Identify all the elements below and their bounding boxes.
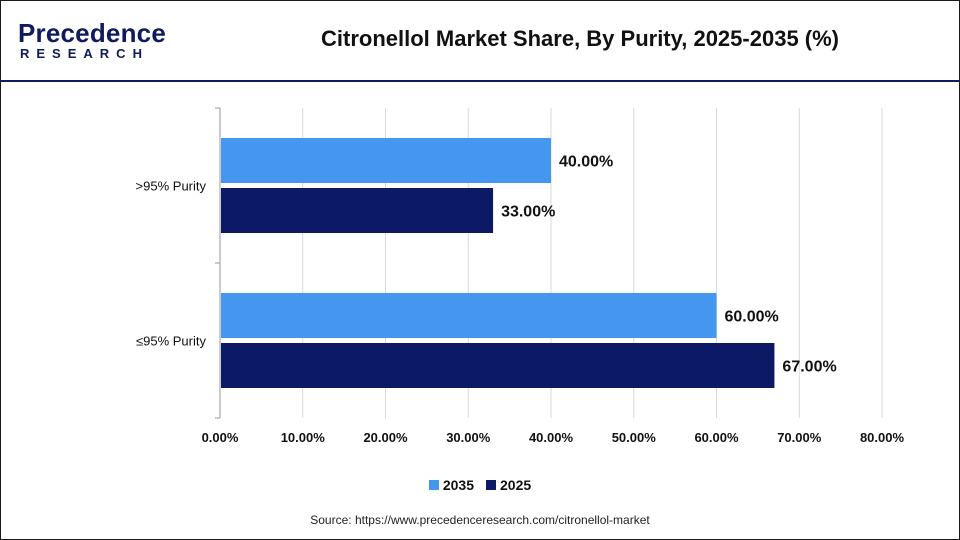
bar-2035 (221, 293, 717, 338)
x-tick-label: 30.00% (446, 430, 491, 445)
bar-chart: 0.00% 10.00% 20.00% 30.00% 40.00% 50.00% 60.00… (136, 107, 905, 446)
x-tick-label: 60.00% (694, 430, 739, 445)
source-note: Source: https://www.precedenceresearch.c… (310, 513, 650, 527)
chart-title: Citronellol Market Share, By Purity, 202… (321, 26, 839, 51)
data-label: 67.00% (782, 359, 836, 376)
x-tick-label: 80.00% (860, 430, 905, 445)
bar-2035 (221, 138, 551, 183)
data-label: 33.00% (501, 204, 555, 221)
legend-label-2035: 2035 (442, 477, 474, 493)
legend-swatch-2035 (428, 480, 439, 490)
data-label: 60.00% (725, 309, 779, 326)
x-tick-label: 10.00% (281, 430, 326, 445)
y-category-label: ≤95% Purity (136, 334, 206, 349)
legend-item-2035: 2035 (428, 477, 474, 493)
labels: 0.00% 10.00% 20.00% 30.00% 40.00% 50.00% 60.00… (136, 154, 905, 446)
axes (215, 107, 221, 419)
x-tick-label: 50.00% (612, 430, 657, 445)
brand-logo: Precedence RESEARCH (18, 18, 178, 64)
data-label: 40.00% (559, 154, 613, 171)
header: Precedence RESEARCH Citronellol Market S… (0, 0, 960, 82)
x-tick-label: 0.00% (202, 430, 239, 445)
x-tick-label: 20.00% (363, 430, 408, 445)
legend-swatch-2025 (486, 480, 496, 490)
bar-2025 (221, 343, 775, 388)
legend-item-2025: 2025 (486, 477, 531, 493)
bars (221, 138, 775, 388)
logo-subtext: RESEARCH (20, 46, 149, 61)
y-category-label: >95% Purity (136, 179, 207, 194)
x-tick-label: 40.00% (529, 430, 574, 445)
legend-label-2025: 2025 (500, 477, 532, 493)
logo-text: Precedence (18, 18, 166, 48)
legend: 2035 2025 (0, 477, 960, 493)
x-tick-label: 70.00% (777, 430, 822, 445)
bar-2025 (221, 188, 494, 233)
